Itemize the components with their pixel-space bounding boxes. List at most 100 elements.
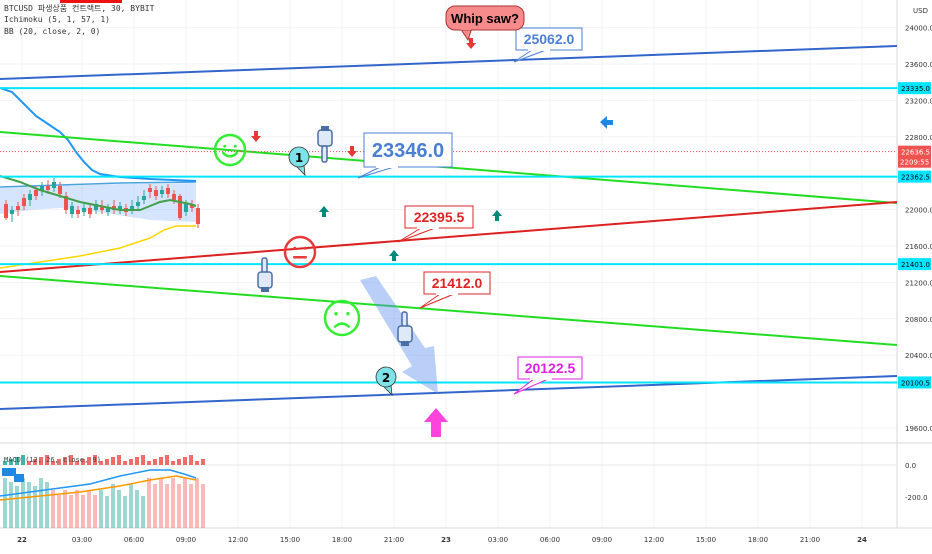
callout-gap (530, 378, 552, 380)
macd-histogram-bar (15, 457, 19, 465)
macd-lower-bar (57, 495, 61, 528)
marker-1: 1 (288, 146, 310, 177)
candle-body (76, 210, 80, 214)
candle-body (94, 204, 98, 210)
candle-body (178, 196, 182, 218)
macd-histogram-bar (69, 455, 73, 465)
time-tick-label: 22 (17, 536, 27, 544)
macd-histogram-bar (51, 461, 55, 465)
price-tick-label: 22000.0 (905, 207, 932, 215)
macd-lower-bar (183, 478, 187, 528)
macd-histogram-bar (165, 455, 169, 465)
candle-body (70, 206, 74, 214)
macd-histogram-bar (93, 455, 97, 465)
macd-histogram-bar (189, 455, 193, 465)
hand-palm (257, 271, 273, 289)
macd-lower-bar (9, 482, 13, 528)
macd-histogram-bar (75, 461, 79, 465)
macd-blue-block (2, 468, 16, 476)
thumbs-down-hand-icon (317, 126, 333, 163)
callout-gap (528, 49, 550, 51)
hand-cuff (261, 287, 269, 292)
left-arrow-icon (600, 116, 613, 129)
candle-body (28, 194, 32, 200)
price-tick-label: 20400.0 (905, 352, 932, 360)
macd-histogram-bar (111, 457, 115, 465)
time-tick-label: 03:00 (72, 536, 92, 544)
macd-tick-label: -200.0 (905, 494, 928, 502)
partial-price-label: 22 (900, 159, 909, 167)
face-eye (334, 312, 338, 316)
macd-lower-bar (63, 490, 67, 528)
macd-lower-bar (45, 482, 49, 528)
time-tick-label: 15:00 (696, 536, 716, 544)
face-eye (223, 144, 227, 148)
price-tick-label: 19600.0 (905, 425, 932, 433)
up-arrow-icon (319, 206, 329, 217)
macd-lower-bar (93, 495, 97, 528)
macd-lower-bar (21, 478, 25, 528)
time-tick-label: 24 (857, 536, 867, 544)
macd-lower-bar (81, 495, 85, 528)
ichimoku-legend[interactable]: Ichimoku (5, 1, 57, 1) (4, 15, 110, 24)
level-price-badge (898, 82, 931, 95)
macd-histogram-bar (177, 459, 181, 465)
hand-palm (317, 129, 333, 147)
down-arrow-icon (347, 146, 357, 157)
macd-lower-bar (105, 496, 109, 528)
marker-number: 1 (295, 151, 303, 165)
price-tick-label: 21600.0 (905, 243, 932, 251)
candle-body (106, 208, 110, 212)
macd-lower-bar (123, 496, 127, 528)
marker-number: 2 (382, 371, 390, 385)
bb-legend[interactable]: BB (20, close, 2, 0) (4, 27, 101, 36)
time-tick-label: 15:00 (280, 536, 300, 544)
candle-body (142, 196, 146, 200)
macd-lower-bar (111, 484, 115, 528)
time-tick-label: 09:00 (176, 536, 196, 544)
macd-histogram-bar (27, 461, 31, 465)
marker-circle (375, 366, 397, 388)
whip-saw-callout: Whip saw? (445, 5, 525, 42)
macd-histogram-bar (159, 457, 163, 465)
upper-blue-trendline (0, 45, 898, 80)
macd-histogram-bar (39, 457, 43, 465)
happy-face-icon (213, 133, 247, 167)
candle-body (166, 188, 170, 194)
macd-histogram-bar (201, 459, 205, 465)
macd-lower-bar (153, 484, 157, 528)
marker-circle (288, 146, 310, 168)
macd-histogram-bar (63, 457, 67, 465)
candle-body (52, 182, 56, 188)
hand-palm (397, 325, 413, 343)
face-outline (283, 235, 317, 269)
macd-line (0, 469, 197, 497)
macd-histogram-bar (57, 459, 61, 465)
candle-body (196, 208, 200, 224)
callout-20122: 20122.5 (513, 356, 583, 395)
macd-histogram-bar (153, 459, 157, 465)
down-arrow-icon (466, 38, 476, 49)
candle-body (10, 210, 14, 214)
callout-21412: 21412.0 (419, 271, 491, 309)
callout-gap (436, 293, 458, 295)
time-tick-label: 09:00 (592, 536, 612, 544)
whip-saw-text: Whip saw? (451, 11, 519, 26)
macd-lower-bar (147, 478, 151, 528)
header-underline (60, 0, 122, 3)
level-price-badge (898, 170, 931, 183)
candle-body (58, 186, 62, 194)
hand-cuff (321, 126, 329, 131)
candle-body (154, 190, 158, 196)
neutral-face-icon (283, 235, 317, 269)
candle-body (190, 204, 194, 208)
callout-text: 23346.0 (372, 140, 444, 162)
level-price-label: 22362.5 (901, 174, 930, 182)
bollinger-lower-line (0, 225, 196, 269)
macd-tick-label: 0.0 (905, 462, 916, 470)
level-price-label: 21401.0 (901, 261, 930, 269)
symbol-legend[interactable]: BTCUSD 파생상품 컨트랙트, 30, BYBIT (4, 4, 155, 13)
sad-face-icon (323, 299, 361, 337)
